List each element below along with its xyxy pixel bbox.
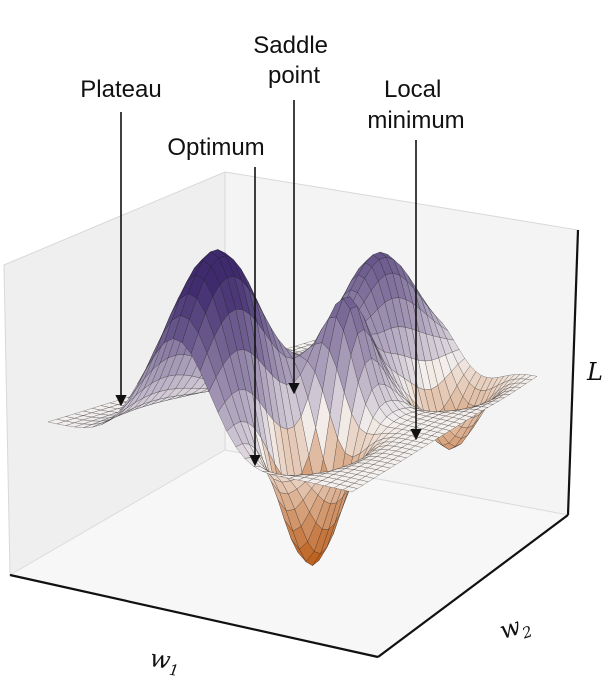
l-axis-label: L bbox=[586, 358, 603, 386]
l-axis-line bbox=[566, 229, 580, 516]
plateau-label: Plateau bbox=[80, 76, 161, 103]
loss-surface bbox=[47, 249, 538, 566]
w1-axis-label: w1 bbox=[148, 644, 182, 680]
optimum-label: Optimum bbox=[167, 134, 264, 161]
w2-axis-line bbox=[377, 514, 569, 658]
saddle-point-label: Saddle point bbox=[253, 32, 334, 89]
w1-axis-line bbox=[9, 573, 379, 659]
surface-facet bbox=[342, 486, 358, 493]
annotation-arrows bbox=[115, 100, 422, 467]
local-minimum-label: Local minimum bbox=[367, 76, 464, 134]
w2-axis-label: w2 bbox=[496, 609, 535, 649]
